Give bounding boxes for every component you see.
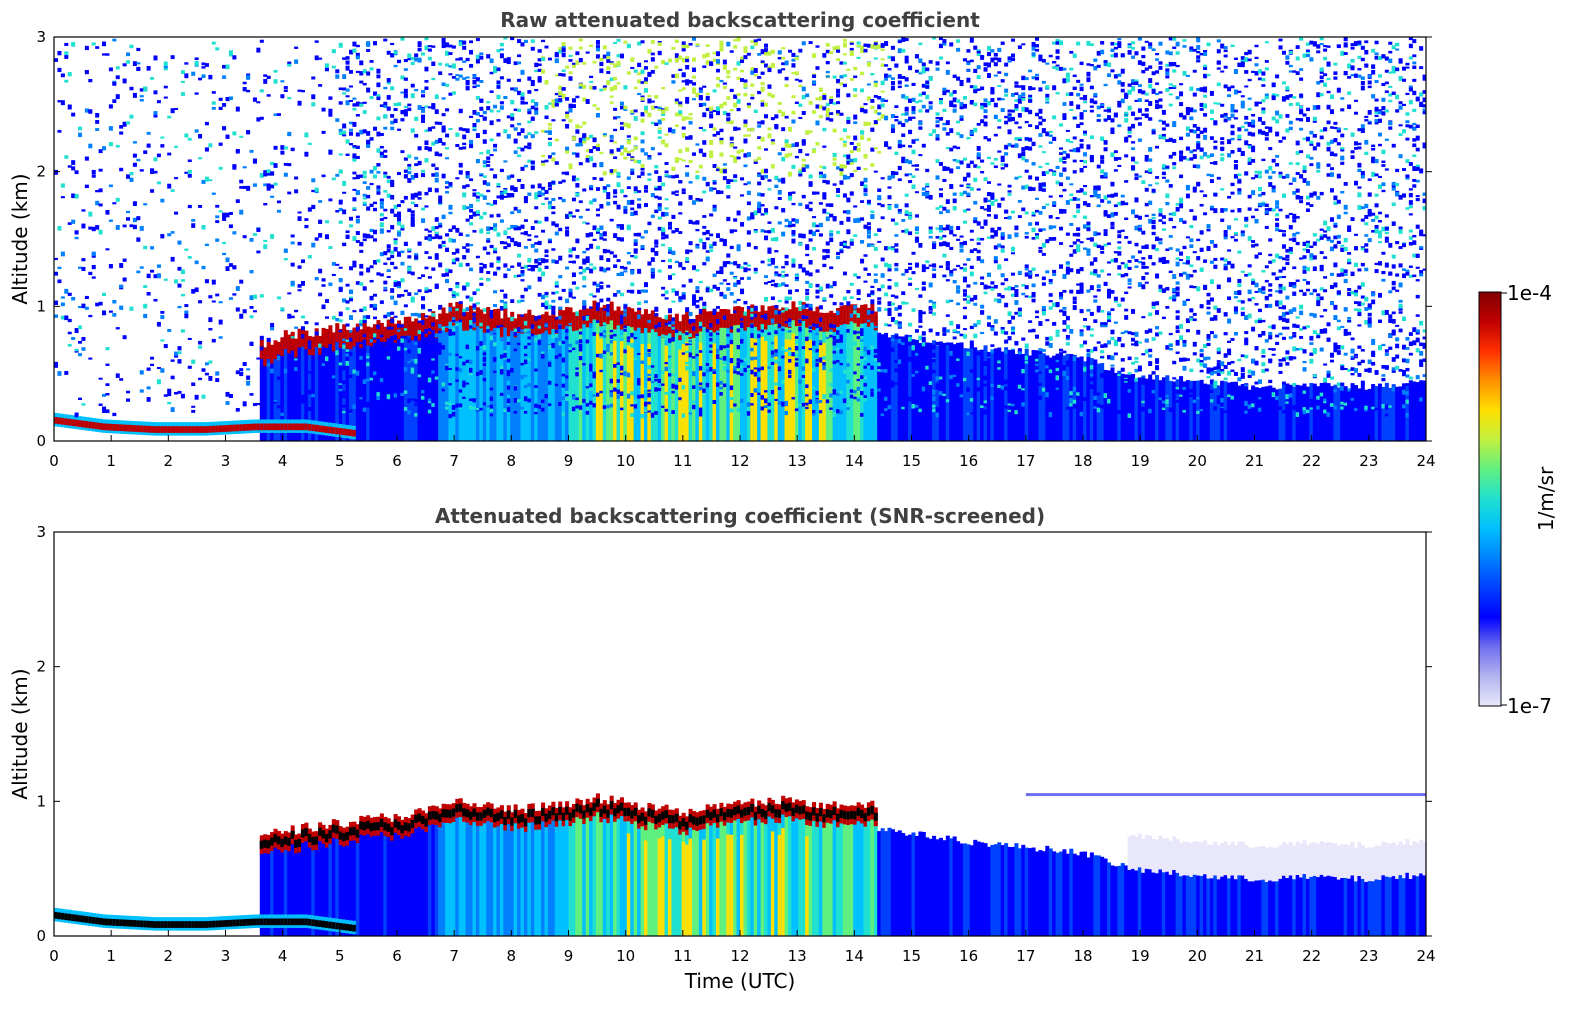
x-tick-label: 13 — [788, 452, 807, 470]
x-tick-label: 16 — [959, 947, 978, 965]
y-tick-label: 3 — [36, 523, 46, 541]
x-tick-label: 6 — [392, 947, 402, 965]
x-tick-label: 21 — [1245, 947, 1264, 965]
x-tick-label: 7 — [449, 452, 459, 470]
colorbar: 1e-4 1e-7 1/m/sr — [1478, 281, 1558, 718]
screened-xlabel: Time (UTC) — [684, 969, 796, 993]
x-tick-label: 22 — [1302, 947, 1321, 965]
raw-x-ticks: 0 1 2 3 4 5 6 7 8 9 10 11 12 13 14 15 16 17 18 19 20 21 22 23 24 — [49, 435, 1436, 470]
x-tick-label: 20 — [1188, 452, 1207, 470]
x-tick-label: 16 — [959, 452, 978, 470]
x-tick-label: 8 — [507, 947, 517, 965]
x-tick-label: 21 — [1245, 452, 1264, 470]
raw-title: Raw attenuated backscattering coefficien… — [500, 8, 980, 32]
x-tick-label: 11 — [673, 947, 692, 965]
x-tick-label: 3 — [221, 947, 231, 965]
y-tick-label: 1 — [36, 792, 46, 810]
y-tick-label: 0 — [36, 432, 46, 450]
x-tick-label: 20 — [1188, 947, 1207, 965]
screened-panel: Attenuated backscattering coefficient (S… — [8, 504, 1436, 993]
x-tick-label: 3 — [221, 452, 231, 470]
x-tick-label: 19 — [1131, 947, 1150, 965]
screened-title: Attenuated backscattering coefficient (S… — [435, 504, 1045, 528]
x-tick-label: 6 — [392, 452, 402, 470]
x-tick-label: 18 — [1073, 452, 1092, 470]
x-tick-label: 1 — [106, 452, 116, 470]
x-tick-label: 14 — [845, 452, 864, 470]
x-tick-label: 2 — [164, 452, 174, 470]
x-tick-label: 24 — [1416, 452, 1435, 470]
x-tick-label: 2 — [164, 947, 174, 965]
raw-heatmap — [54, 37, 1426, 441]
x-tick-label: 0 — [49, 947, 59, 965]
raw-ylabel: Altitude (km) — [8, 173, 32, 304]
x-tick-label: 4 — [278, 947, 288, 965]
x-tick-label: 17 — [1016, 452, 1035, 470]
x-tick-label: 15 — [902, 947, 921, 965]
screened-y-ticks: 0 1 2 3 — [36, 523, 1432, 945]
x-tick-label: 10 — [616, 947, 635, 965]
y-tick-label: 1 — [36, 297, 46, 315]
screened-heatmap — [54, 793, 1426, 936]
x-tick-label: 14 — [845, 947, 864, 965]
x-tick-label: 10 — [616, 452, 635, 470]
x-tick-label: 24 — [1416, 947, 1435, 965]
y-tick-label: 2 — [36, 163, 46, 181]
raw-panel: Raw attenuated backscattering coefficien… — [8, 8, 1436, 470]
x-tick-label: 1 — [106, 947, 116, 965]
x-tick-label: 12 — [730, 452, 749, 470]
x-tick-label: 11 — [673, 452, 692, 470]
x-tick-label: 22 — [1302, 452, 1321, 470]
x-tick-label: 17 — [1016, 947, 1035, 965]
y-tick-label: 0 — [36, 927, 46, 945]
x-tick-label: 23 — [1359, 947, 1378, 965]
colorbar-label: 1/m/sr — [1534, 466, 1558, 531]
y-tick-label: 2 — [36, 658, 46, 676]
x-tick-label: 12 — [730, 947, 749, 965]
colorbar-min-label: 1e-7 — [1507, 694, 1552, 718]
raw-y-ticks: 0 1 2 3 — [36, 28, 1432, 450]
x-tick-label: 15 — [902, 452, 921, 470]
y-tick-label: 3 — [36, 28, 46, 46]
x-tick-label: 7 — [449, 947, 459, 965]
x-tick-label: 9 — [564, 452, 574, 470]
x-tick-label: 23 — [1359, 452, 1378, 470]
x-tick-label: 0 — [49, 452, 59, 470]
x-tick-label: 8 — [507, 452, 517, 470]
colorbar-gradient — [1478, 291, 1502, 707]
x-tick-label: 9 — [564, 947, 574, 965]
x-tick-label: 13 — [788, 947, 807, 965]
colorbar-max-label: 1e-4 — [1507, 281, 1552, 305]
x-tick-label: 18 — [1073, 947, 1092, 965]
x-tick-label: 19 — [1131, 452, 1150, 470]
x-tick-label: 5 — [335, 452, 345, 470]
screened-x-ticks: 0 1 2 3 4 5 6 7 8 9 10 11 12 13 14 15 16 17 18 19 20 21 22 23 24 — [49, 930, 1436, 965]
x-tick-label: 5 — [335, 947, 345, 965]
screened-ylabel: Altitude (km) — [8, 668, 32, 799]
x-tick-label: 4 — [278, 452, 288, 470]
